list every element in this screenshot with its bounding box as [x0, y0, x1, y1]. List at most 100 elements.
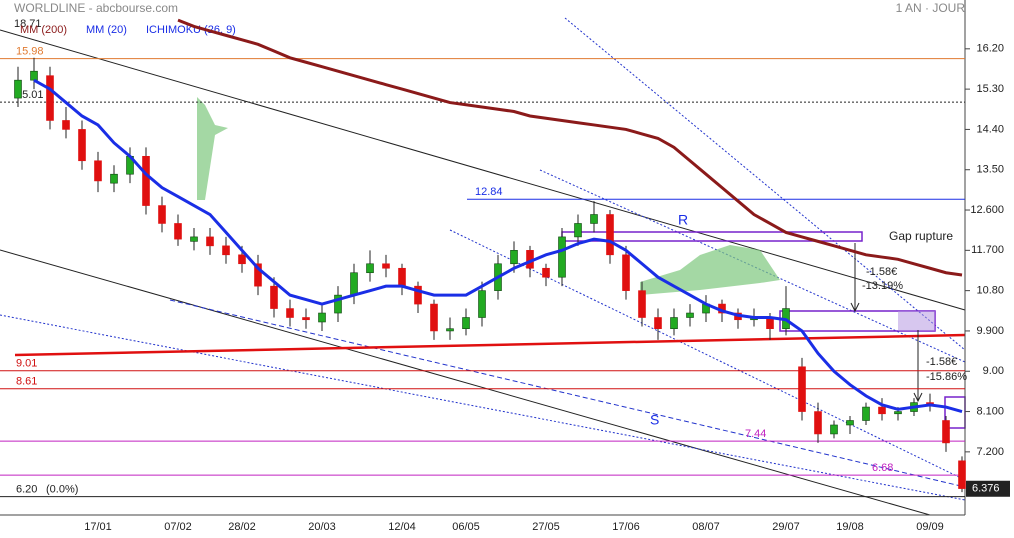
- candle-body: [190, 236, 198, 242]
- candle-body: [814, 411, 822, 435]
- candle-body: [334, 294, 342, 314]
- trendline: [564, 17, 966, 351]
- candle-body: [894, 411, 902, 415]
- candle-body: [46, 75, 54, 121]
- annotation: -1.58€: [866, 266, 897, 278]
- x-tick-label: 29/07: [772, 521, 800, 533]
- annotation: Gap rupture: [889, 229, 953, 243]
- candle-body: [398, 267, 406, 287]
- candle-body: [206, 236, 214, 247]
- candle-body: [142, 155, 150, 206]
- candle-body: [62, 120, 70, 130]
- level-label: 6.20: [16, 484, 37, 496]
- arrow-head: [850, 302, 860, 313]
- candle-body: [414, 285, 422, 305]
- level-label: 8.61: [16, 376, 37, 388]
- trendline: [0, 29, 966, 311]
- candle-body: [318, 312, 326, 323]
- x-tick-label: 09/09: [916, 521, 944, 533]
- candle-body: [606, 214, 614, 256]
- ichimoku-cloud: [197, 97, 228, 200]
- ichimoku-cloud: [640, 245, 780, 295]
- candle-body: [174, 223, 182, 240]
- x-tick-label: 17/06: [612, 521, 640, 533]
- candle-body: [958, 460, 966, 489]
- y-tick-label: 11.700: [971, 244, 1004, 256]
- candle-body: [686, 312, 694, 318]
- y-tick-label: 16.20: [976, 43, 1004, 55]
- candle-body: [302, 317, 310, 321]
- trendline: [449, 229, 966, 481]
- x-tick-label: 27/05: [532, 521, 560, 533]
- x-tick-label: 28/02: [228, 521, 256, 533]
- period: 1 AN · JOUR: [896, 1, 966, 15]
- candle-body: [942, 420, 950, 444]
- annotation: -1.58€: [926, 356, 957, 368]
- legend-item: MM (200): [20, 24, 67, 36]
- candle-body: [638, 290, 646, 318]
- candle-body: [830, 424, 838, 435]
- candle-body: [254, 263, 262, 287]
- y-tick-label: 10.80: [976, 285, 1004, 297]
- x-tick-label: 08/07: [692, 521, 720, 533]
- layout: [0, 0, 966, 516]
- candle-body: [510, 250, 518, 265]
- candle-body: [798, 366, 806, 412]
- annotation: R: [678, 212, 688, 228]
- candle-body: [590, 214, 598, 224]
- candle-body: [462, 317, 470, 330]
- level-label: 9.01: [16, 358, 37, 370]
- annotation: -15.86%: [926, 371, 967, 383]
- candle-body: [110, 173, 118, 184]
- candle-body: [158, 205, 166, 224]
- candle-body: [430, 303, 438, 332]
- arrow-head: [913, 392, 923, 403]
- y-tick-label: 13.50: [976, 164, 1004, 176]
- level-label: 15.98: [16, 46, 44, 58]
- level-label: 15.01: [16, 89, 44, 101]
- candle-body: [846, 420, 854, 426]
- candle-body: [382, 263, 390, 269]
- moving-average: [177, 18, 963, 277]
- level-label: 12.84: [475, 186, 503, 198]
- corner-value: 18.71: [14, 18, 42, 30]
- candle-body: [30, 70, 38, 81]
- x-tick-label: 19/08: [836, 521, 864, 533]
- candle-body: [574, 223, 582, 238]
- y-tick-label: 7.200: [976, 446, 1004, 458]
- candle-body: [222, 245, 230, 256]
- y-tick-label: 12.600: [970, 204, 1004, 216]
- y-tick-label: 8.100: [976, 405, 1004, 417]
- level-label: 6.68: [872, 462, 893, 474]
- candle-body: [14, 79, 22, 99]
- x-tick-label: 12/04: [388, 521, 416, 533]
- y-tick-label: 14.40: [976, 123, 1004, 135]
- annotation: S: [650, 412, 659, 428]
- level-note: (0.0%): [46, 484, 78, 496]
- legend-item: MM (20): [86, 24, 127, 36]
- x-tick-label: 06/05: [452, 521, 480, 533]
- candle-body: [366, 263, 374, 274]
- candle-body: [94, 160, 102, 182]
- x-tick-label: 20/03: [308, 521, 336, 533]
- title: WORLDLINE - abcbourse.com: [14, 1, 178, 15]
- candle-body: [78, 129, 86, 162]
- y-tick-label: 15.30: [976, 83, 1004, 95]
- candle-body: [878, 406, 886, 415]
- candle-body: [542, 267, 550, 278]
- level-label: 7.44: [745, 428, 766, 440]
- candle-body: [670, 317, 678, 330]
- candle-body: [654, 317, 662, 330]
- candle-body: [350, 272, 358, 296]
- candle-body: [446, 328, 454, 332]
- last-price-label: 6.376: [972, 483, 1000, 495]
- x-tick-label: 17/01: [84, 521, 112, 533]
- moving-average: [33, 78, 963, 413]
- x-tick-label: 07/02: [164, 521, 192, 533]
- candle-body: [286, 308, 294, 318]
- candle-body: [862, 406, 870, 421]
- y-tick-label: 9.900: [976, 325, 1004, 337]
- candle-body: [238, 254, 246, 265]
- last-price-box: [966, 480, 1010, 497]
